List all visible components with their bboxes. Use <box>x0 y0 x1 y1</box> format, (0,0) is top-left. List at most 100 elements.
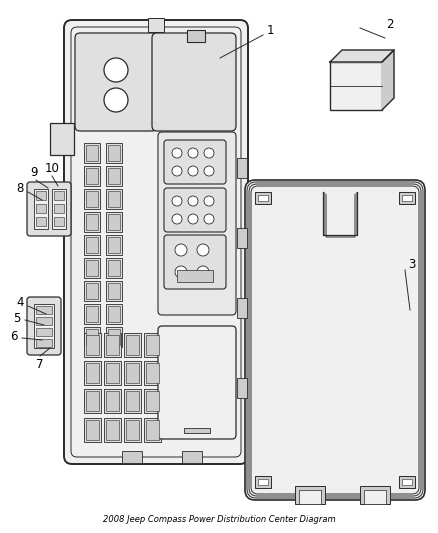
Bar <box>86 191 98 207</box>
Bar <box>84 304 100 324</box>
Bar <box>106 235 122 255</box>
Circle shape <box>188 148 198 158</box>
Bar <box>148 18 164 32</box>
Bar <box>50 123 74 155</box>
Bar <box>237 158 247 178</box>
FancyBboxPatch shape <box>164 235 226 289</box>
Text: 5: 5 <box>13 311 21 325</box>
Bar <box>104 418 121 442</box>
Bar <box>86 306 98 322</box>
FancyBboxPatch shape <box>27 297 61 355</box>
Text: 7: 7 <box>36 358 44 370</box>
Text: 1: 1 <box>266 23 274 36</box>
Bar <box>299 490 321 504</box>
Bar <box>86 168 98 184</box>
Text: 10: 10 <box>45 163 60 175</box>
Bar <box>84 389 101 413</box>
Bar <box>108 145 120 161</box>
Bar <box>36 217 46 226</box>
Bar <box>360 486 390 504</box>
Bar <box>106 166 122 186</box>
Text: 3: 3 <box>408 259 416 271</box>
Bar <box>86 329 98 345</box>
Bar <box>258 195 268 201</box>
Bar <box>364 490 386 504</box>
Bar <box>106 363 119 383</box>
Bar <box>84 212 100 232</box>
Text: 9: 9 <box>30 166 38 180</box>
Bar <box>258 479 268 485</box>
Bar <box>146 335 159 355</box>
Bar <box>126 391 139 411</box>
Circle shape <box>172 166 182 176</box>
Circle shape <box>204 214 214 224</box>
Circle shape <box>104 88 128 112</box>
Bar <box>86 260 98 276</box>
Bar <box>184 428 210 433</box>
Bar <box>122 451 142 463</box>
Circle shape <box>188 166 198 176</box>
Bar <box>108 168 120 184</box>
Bar <box>54 191 64 200</box>
Bar <box>84 333 101 357</box>
Circle shape <box>204 166 214 176</box>
Polygon shape <box>330 50 394 62</box>
FancyBboxPatch shape <box>158 326 236 439</box>
Circle shape <box>172 196 182 206</box>
Text: 8: 8 <box>16 182 24 195</box>
Bar <box>182 451 202 463</box>
Bar <box>237 298 247 318</box>
Bar <box>124 333 141 357</box>
Bar <box>144 389 161 413</box>
Bar <box>106 143 122 163</box>
Bar <box>106 212 122 232</box>
Bar <box>402 195 412 201</box>
Bar <box>84 327 100 347</box>
Bar <box>144 361 161 385</box>
Circle shape <box>197 266 209 278</box>
Bar <box>84 166 100 186</box>
Bar <box>84 143 100 163</box>
Bar <box>402 479 412 485</box>
Circle shape <box>175 266 187 278</box>
Polygon shape <box>382 50 394 110</box>
Bar <box>124 389 141 413</box>
Text: 4: 4 <box>16 295 24 309</box>
Text: 2008 Jeep Compass Power Distribution Center Diagram: 2008 Jeep Compass Power Distribution Cen… <box>102 514 336 523</box>
Bar <box>237 228 247 248</box>
Bar <box>124 418 141 442</box>
Bar <box>34 189 48 229</box>
FancyBboxPatch shape <box>164 140 226 184</box>
Bar <box>36 317 52 325</box>
Bar <box>54 217 64 226</box>
Bar <box>36 339 52 347</box>
Bar <box>108 237 120 253</box>
Bar <box>84 235 100 255</box>
Bar <box>106 189 122 209</box>
Bar <box>84 361 101 385</box>
Bar <box>106 304 122 324</box>
Bar <box>84 418 101 442</box>
Bar <box>52 189 66 229</box>
Circle shape <box>197 244 209 256</box>
FancyBboxPatch shape <box>158 132 236 315</box>
FancyBboxPatch shape <box>64 20 248 464</box>
Bar <box>86 335 99 355</box>
FancyBboxPatch shape <box>27 182 71 236</box>
Bar <box>106 258 122 278</box>
Bar <box>108 214 120 230</box>
Bar <box>84 258 100 278</box>
Bar <box>146 391 159 411</box>
Circle shape <box>172 148 182 158</box>
Bar <box>237 378 247 398</box>
Bar <box>330 62 382 110</box>
Bar <box>144 418 161 442</box>
FancyBboxPatch shape <box>75 33 157 131</box>
FancyBboxPatch shape <box>164 188 226 232</box>
Bar <box>84 189 100 209</box>
Bar <box>86 214 98 230</box>
Bar <box>54 204 64 213</box>
Bar <box>86 145 98 161</box>
Bar <box>106 391 119 411</box>
Bar <box>36 328 52 336</box>
